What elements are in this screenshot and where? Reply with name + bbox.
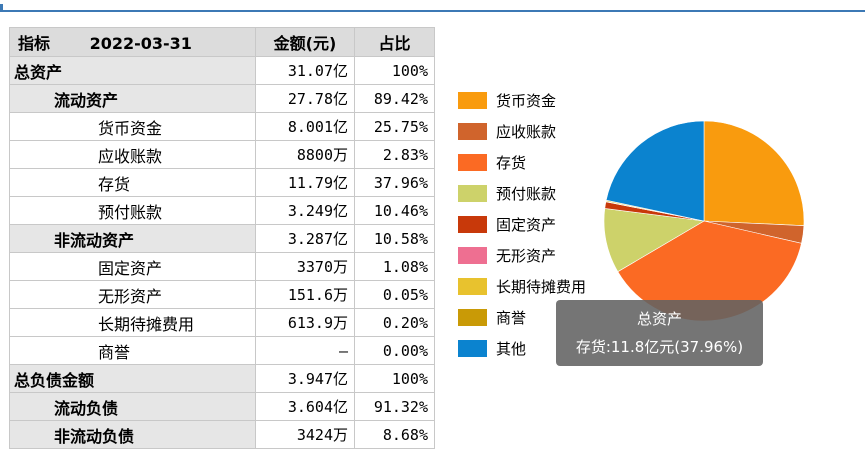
row-name: 商誉 [9, 336, 256, 365]
legend-label: 固定资产 [496, 216, 557, 234]
row-percent: 37.96% [354, 168, 435, 197]
row-name: 总负债金额 [9, 364, 256, 393]
legend-label: 无形资产 [496, 247, 557, 265]
header-pct-label: 占比 [354, 27, 435, 57]
table-row: 无形资产 151.6万 0.05% [9, 280, 435, 309]
row-percent: 1.08% [354, 252, 435, 281]
header-indicator-label: 指标 [18, 34, 51, 53]
legend-label: 预付账款 [496, 185, 557, 203]
legend-swatch [458, 340, 487, 357]
header-rule [0, 10, 865, 12]
table-row: 商誉 —0.00% [9, 336, 435, 365]
row-amount: 3424万 [255, 420, 355, 449]
row-percent: 100% [354, 364, 435, 393]
table-row: 预付账款 3.249亿 10.46% [9, 196, 435, 225]
table-row: 非流动负债 3424万 8.68% [9, 420, 435, 449]
legend-swatch [458, 278, 487, 295]
row-percent: 91.32% [354, 392, 435, 421]
table-row: 存货 11.79亿 37.96% [9, 168, 435, 197]
legend-item[interactable]: 货币资金 [458, 85, 586, 116]
row-percent: 10.58% [354, 224, 435, 253]
chart-legend: 货币资金应收账款存货预付账款固定资产无形资产长期待摊费用 商誉其他 [458, 85, 586, 364]
table-row: 流动负债 3.604亿 91.32% [9, 392, 435, 421]
row-name: 总资产 [9, 56, 256, 85]
header-indicator-cell: 指标 2022-03-31 [9, 27, 256, 57]
legend-swatch [458, 309, 487, 326]
legend-item[interactable]: 预付账款 [458, 178, 586, 209]
table-row: 长期待摊费用 613.9万 0.20% [9, 308, 435, 337]
tooltip-title: 总资产 [636, 310, 682, 328]
row-amount: — [255, 336, 355, 365]
pie-slice[interactable] [605, 120, 705, 222]
row-percent: 25.75% [354, 112, 435, 141]
row-amount: 27.78亿 [255, 84, 355, 113]
row-percent: 0.20% [354, 308, 435, 337]
row-name: 预付账款 [9, 196, 256, 225]
row-amount: 11.79亿 [255, 168, 355, 197]
row-amount: 3.604亿 [255, 392, 355, 421]
row-percent: 2.83% [354, 140, 435, 169]
row-percent: 8.68% [354, 420, 435, 449]
pie-slice[interactable] [703, 120, 805, 227]
legend-label: 长期待摊费用 [496, 278, 587, 296]
header-amount-label: 金额(元) [255, 27, 355, 57]
row-name: 流动负债 [9, 392, 256, 421]
legend-swatch [458, 247, 487, 264]
legend-item[interactable]: 商誉 [458, 302, 586, 333]
legend-item[interactable]: 其他 [458, 333, 586, 364]
row-percent: 10.46% [354, 196, 435, 225]
asset-pie-chart[interactable] [603, 120, 805, 322]
table-row: 非流动资产 3.287亿 10.58% [9, 224, 435, 253]
row-amount: 613.9万 [255, 308, 355, 337]
row-amount: 8800万 [255, 140, 355, 169]
legend-label: 存货 [496, 154, 527, 172]
legend-swatch [458, 154, 487, 171]
row-percent: 89.42% [354, 84, 435, 113]
legend-item[interactable]: 无形资产 [458, 240, 586, 271]
table-header-row: 指标 2022-03-31 金额(元) 占比 [9, 27, 435, 57]
chart-tooltip: 总资产 存货:11.8亿元(37.96%) [556, 300, 763, 366]
row-name: 货币资金 [9, 112, 256, 141]
legend-item[interactable]: 长期待摊费用 [458, 271, 586, 302]
legend-item[interactable]: 应收账款 [458, 116, 586, 147]
legend-item[interactable]: 存货 [458, 147, 586, 178]
table-row: 固定资产 3370万 1.08% [9, 252, 435, 281]
tooltip-detail: 存货:11.8亿元(37.96%) [575, 338, 744, 356]
legend-swatch [458, 185, 487, 202]
row-name: 应收账款 [9, 140, 256, 169]
legend-label: 应收账款 [496, 123, 557, 141]
row-amount: 3.287亿 [255, 224, 355, 253]
row-name: 非流动资产 [9, 224, 256, 253]
table-row: 总负债金额 3.947亿 100% [9, 364, 435, 393]
header-accent [0, 4, 3, 12]
table-row: 货币资金 8.001亿 25.75% [9, 112, 435, 141]
row-amount: 8.001亿 [255, 112, 355, 141]
row-percent: 0.05% [354, 280, 435, 309]
row-name: 长期待摊费用 [9, 308, 256, 337]
row-percent: 100% [354, 56, 435, 85]
row-amount: 3.947亿 [255, 364, 355, 393]
legend-label: 商誉 [496, 309, 527, 327]
header-date-label: 2022-03-31 [89, 34, 192, 53]
legend-swatch [458, 216, 487, 233]
table-row: 总资产 31.07亿 100% [9, 56, 435, 85]
table-row: 应收账款 8800万 2.83% [9, 140, 435, 169]
row-name: 固定资产 [9, 252, 256, 281]
row-amount: 3370万 [255, 252, 355, 281]
legend-swatch [458, 92, 487, 109]
row-amount: 3.249亿 [255, 196, 355, 225]
legend-swatch [458, 123, 487, 140]
legend-label: 其他 [496, 340, 527, 358]
row-amount: 151.6万 [255, 280, 355, 309]
row-name: 无形资产 [9, 280, 256, 309]
row-amount: 31.07亿 [255, 56, 355, 85]
row-percent: 0.00% [354, 336, 435, 365]
row-name: 存货 [9, 168, 256, 197]
balance-sheet-table: 指标 2022-03-31 金额(元) 占比 总资产 31.07亿 100% 流动资产… [9, 27, 435, 449]
legend-item[interactable]: 固定资产 [458, 209, 586, 240]
table-row: 流动资产 27.78亿 89.42% [9, 84, 435, 113]
row-name: 流动资产 [9, 84, 256, 113]
row-name: 非流动负债 [9, 420, 256, 449]
legend-label: 货币资金 [496, 92, 557, 110]
